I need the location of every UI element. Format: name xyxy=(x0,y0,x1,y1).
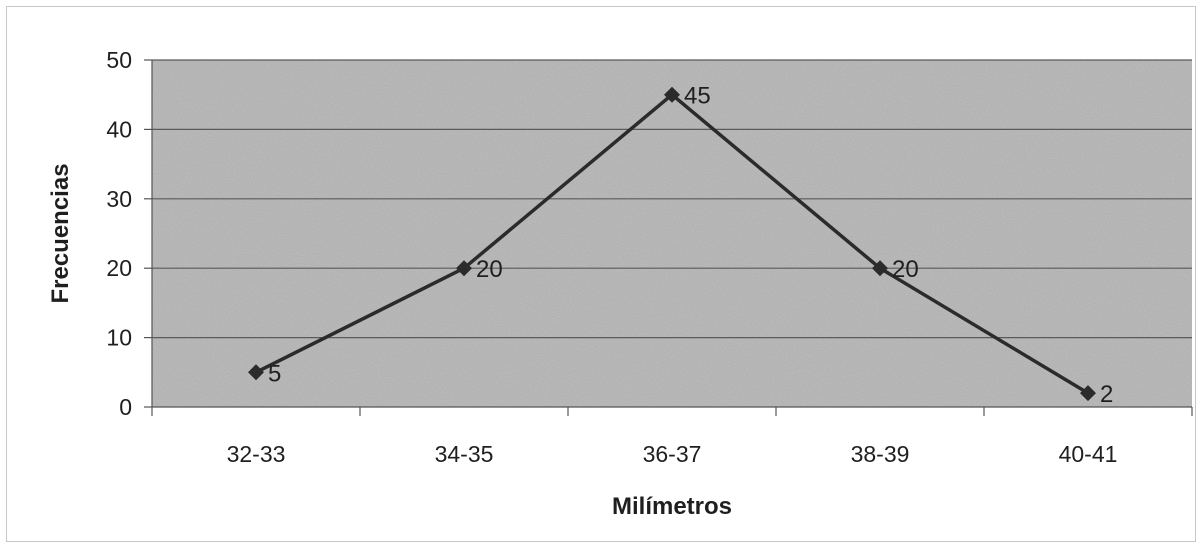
x-axis-title: Milímetros xyxy=(612,493,732,520)
x-tick-label: 34-35 xyxy=(435,441,494,467)
y-axis-title: Frecuencias xyxy=(47,163,74,303)
chart-frame xyxy=(6,6,1196,542)
data-label-40-41: 2 xyxy=(1100,381,1113,408)
y-tick-label: 40 xyxy=(106,116,132,142)
x-tick-label: 32-33 xyxy=(227,441,286,467)
data-label-32-33: 5 xyxy=(268,360,281,387)
x-tick-label: 36-37 xyxy=(643,441,702,467)
data-label-36-37: 45 xyxy=(684,83,711,110)
data-point-40-41 xyxy=(1080,385,1096,402)
data-point-32-33 xyxy=(248,364,264,381)
y-tick-label: 0 xyxy=(119,394,132,420)
y-tick-label: 10 xyxy=(106,325,132,351)
x-tick-label: 38-39 xyxy=(851,441,910,467)
x-tick-label: 40-41 xyxy=(1059,441,1118,467)
axes xyxy=(151,60,1192,408)
plot-area xyxy=(152,60,1192,407)
gridlines xyxy=(152,59,1192,339)
y-tick-label: 20 xyxy=(106,255,132,281)
data-point-36-37 xyxy=(664,86,680,103)
data-label-34-35: 20 xyxy=(476,256,503,283)
y-tick-label: 50 xyxy=(106,47,132,73)
data-label-38-39: 20 xyxy=(892,256,919,283)
data-point-38-39 xyxy=(872,260,888,277)
y-tick-label: 30 xyxy=(106,186,132,212)
series-group: 5 20 45 20 2 xyxy=(248,83,1113,408)
data-point-34-35 xyxy=(456,260,472,277)
x-axis-ticks: 32-33 34-35 36-37 38-39 40-41 xyxy=(151,407,1193,467)
y-axis-ticks: 0 10 20 30 40 50 xyxy=(106,47,152,420)
